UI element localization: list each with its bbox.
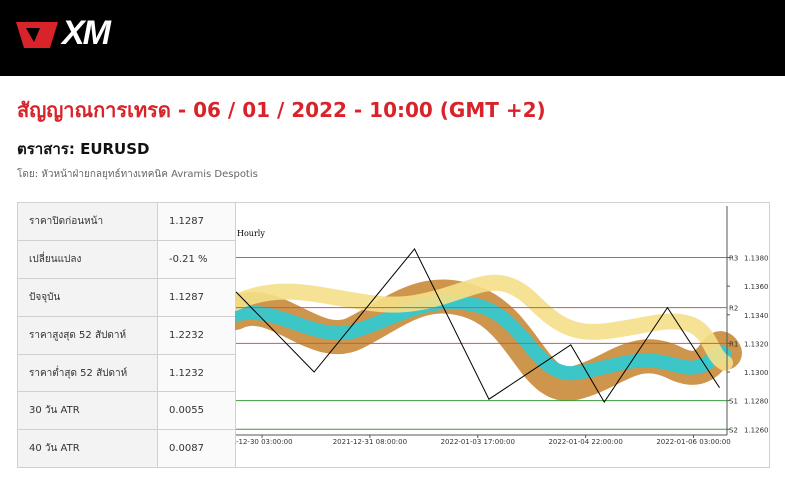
chart-box: Hourly R3 R2 R1 S1 S2 1.1260 1.1280 1.1300 1.132…	[218, 202, 770, 468]
y-tick-label: 1.1380	[744, 255, 769, 263]
value-cell: 1.2232	[157, 315, 236, 355]
x-tick-label: 2022-01-04 22:00:00	[548, 438, 622, 446]
table-row: เปลี่ยนแปลง -0.21 %	[17, 239, 236, 279]
table-row: ราคาต่ำสุด 52 สัปดาห์ 1.1232	[17, 353, 236, 393]
y-tick-label: 1.1300	[744, 369, 769, 377]
y-tick-label: 1.1320	[744, 340, 769, 348]
value-cell: 1.1287	[157, 202, 236, 241]
price-zigzag	[235, 248, 720, 404]
level-label: R2	[729, 305, 738, 313]
label-cell: ปัจจุบัน	[17, 277, 158, 317]
y-tick-label: 1.1280	[744, 398, 769, 406]
x-tick-label: 2022-01-06 03:00:00	[656, 438, 730, 446]
stats-table: ราคาปิดก่อนหน้า 1.1287 เปลี่ยนแปลง -0.21 % ป…	[17, 202, 236, 469]
table-row: ราคาสูงสุด 52 สัปดาห์ 1.2232	[17, 315, 236, 355]
logo[interactable]: XM	[62, 14, 111, 52]
label-cell: 40 วัน ATR	[17, 429, 158, 469]
label-cell: ราคาต่ำสุด 52 สัปดาห์	[17, 353, 158, 393]
level-label: S2	[729, 426, 738, 434]
level-label: R1	[729, 340, 738, 348]
table-row: ราคาปิดก่อนหน้า 1.1287	[17, 202, 236, 241]
page-title: สัญญาณการเทรด - 06 / 01 / 2022 - 10:00 (…	[17, 98, 546, 122]
level-label: S1	[729, 398, 738, 406]
x-tick-label: 2021-12-31 08:00:00	[333, 438, 407, 446]
instrument: ตราสาร: EURUSD	[17, 140, 150, 158]
x-tick-label: 1-12-30 03:00:00	[235, 438, 293, 446]
table-row: ปัจจุบัน 1.1287	[17, 277, 236, 317]
chart-title: Hourly	[237, 229, 265, 238]
chart: Hourly R3 R2 R1 S1 S2 1.1260 1.1280 1.1300 1.132…	[218, 206, 769, 446]
label-cell: เปลี่ยนแปลง	[17, 239, 158, 279]
table-row: 40 วัน ATR 0.0087	[17, 429, 236, 469]
label-cell: 30 วัน ATR	[17, 391, 158, 431]
byline: โดย: หัวหน้าฝ่ายกลยุทธ์ทางเทคนิค Avramis…	[17, 169, 258, 180]
y-tick-label: 1.1260	[744, 426, 769, 434]
x-tick-label: 2022-01-03 17:00:00	[441, 438, 515, 446]
value-cell: 1.1287	[157, 277, 236, 317]
value-cell: -0.21 %	[157, 239, 236, 279]
label-cell: ราคาสูงสุด 52 สัปดาห์	[17, 315, 158, 355]
label-cell: ราคาปิดก่อนหน้า	[17, 202, 158, 241]
value-cell: 1.1232	[157, 353, 236, 393]
logo-icon	[16, 22, 58, 48]
header: XM	[0, 0, 785, 76]
value-cell: 0.0055	[157, 391, 236, 431]
value-cell: 0.0087	[157, 429, 236, 469]
bands	[218, 274, 742, 401]
level-label: R3	[729, 255, 738, 263]
y-tick-label: 1.1340	[744, 312, 769, 320]
table-row: 30 วัน ATR 0.0055	[17, 391, 236, 431]
y-tick-label: 1.1360	[744, 283, 769, 291]
